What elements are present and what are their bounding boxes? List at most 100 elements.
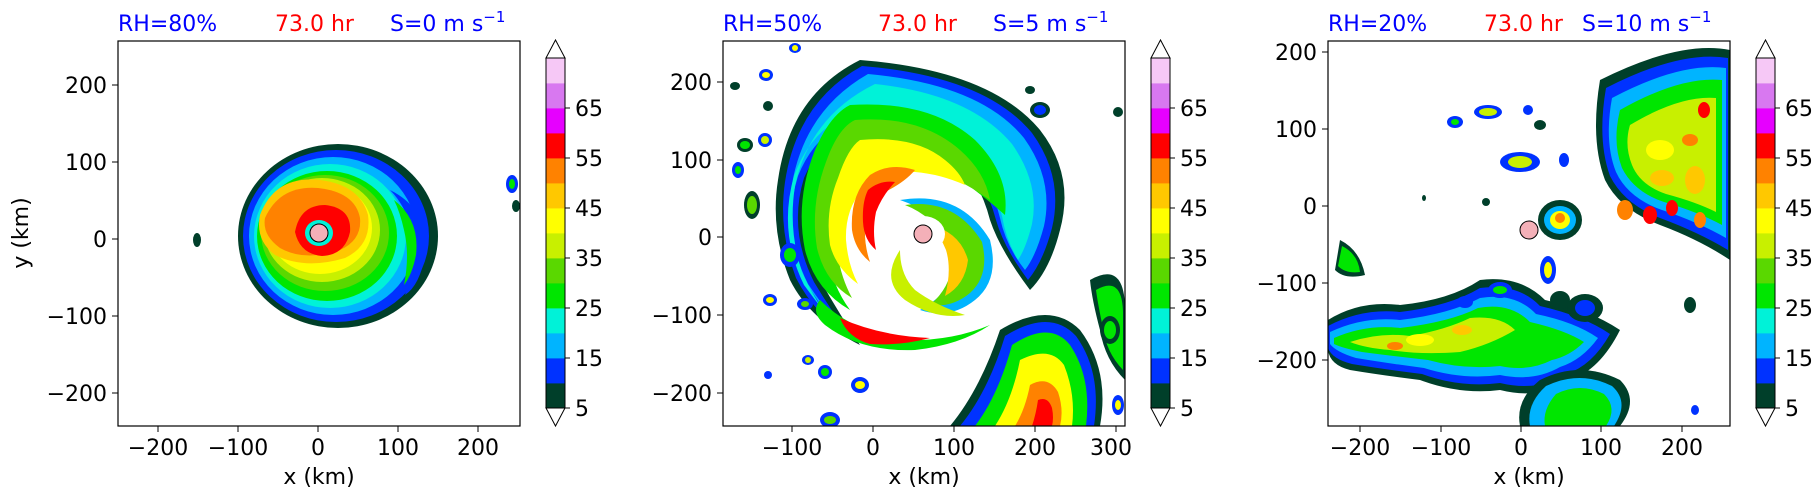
colorbar-tick-label: 15: [575, 347, 603, 372]
colorbar-segment: [1151, 383, 1170, 409]
y-tick-label: 200: [670, 71, 712, 96]
colorbar-segment: [546, 58, 565, 84]
title-rh: RH=80%: [118, 12, 217, 37]
colorbar-tick-label: 15: [1785, 347, 1813, 372]
colorbar-tick-label: 45: [1785, 197, 1813, 222]
x-tick-label: −100: [1411, 436, 1471, 461]
colorbar-segment: [1756, 133, 1775, 159]
colorbar-frame: [1150, 57, 1171, 409]
colorbar-segment: [1151, 158, 1170, 184]
colorbar-segment: [1756, 183, 1775, 209]
title-time: 73.0 hr: [878, 12, 958, 37]
colorbar-segment: [546, 83, 565, 109]
colorbar-segment: [1151, 208, 1170, 234]
y-tick-label: −100: [47, 305, 107, 330]
plot-frame: [722, 40, 1126, 427]
colorbar-tick-label: 25: [575, 297, 603, 322]
colorbar-tick-label: 55: [1180, 147, 1208, 172]
colorbar-tick-label: 35: [575, 247, 603, 272]
colorbar-segment: [1151, 358, 1170, 384]
colorbar: 5 15 25 35 45 55 65: [1150, 38, 1208, 428]
colorbar-segment: [1756, 283, 1775, 309]
y-axis-label: y (km): [9, 197, 34, 268]
colorbar-segment: [546, 383, 565, 409]
colorbar-segment: [1151, 108, 1170, 134]
title-time: 73.0 hr: [1484, 12, 1564, 37]
y-tick-label: 100: [1275, 118, 1317, 143]
colorbar-segment: [1756, 208, 1775, 234]
downshear-convection: [1596, 48, 1730, 260]
colorbar-segment: [1151, 233, 1170, 259]
colorbar-segment: [1756, 333, 1775, 359]
title-shear: S=10 m s−1: [1582, 8, 1711, 37]
colorbar-segment: [1151, 133, 1170, 159]
x-axis-label: x (km): [283, 465, 354, 490]
x-axis-label: x (km): [888, 465, 959, 490]
colorbar-tick-label: 55: [575, 147, 603, 172]
colorbar-extend-max: [1755, 38, 1776, 59]
y-tick-label: 100: [65, 151, 107, 176]
panel-1: RH=80% 73.0 hr S=0 m s−1: [9, 8, 603, 490]
x-tick-label: −200: [1330, 436, 1390, 461]
colorbar-segment: [1151, 58, 1170, 84]
x-tick-label: −100: [208, 436, 268, 461]
colorbar-segment: [546, 208, 565, 234]
x-tick-label: 0: [1514, 436, 1528, 461]
colorbar-segment: [1756, 233, 1775, 259]
colorbar-segment: [546, 308, 565, 334]
colorbar-tick-label: 65: [1180, 97, 1208, 122]
colorbar-segment: [1151, 183, 1170, 209]
outer-echoes: [193, 175, 520, 295]
colorbar-segment: [1756, 258, 1775, 284]
x-tick-label: 200: [457, 436, 499, 461]
colorbar-segment: [1151, 258, 1170, 284]
colorbar-tick-label: 5: [1180, 397, 1194, 422]
y-tick-label: 0: [698, 226, 712, 251]
y-axis: 200 100 0 −100 −200 y (km): [9, 74, 118, 407]
y-tick-label: 100: [670, 149, 712, 174]
x-tick-label: 100: [933, 436, 975, 461]
colorbar-tick-label: 55: [1785, 147, 1813, 172]
x-tick-label: 100: [377, 436, 419, 461]
colorbar-tick-label: 5: [1785, 397, 1799, 422]
colorbar-tick-label: 45: [1180, 197, 1208, 222]
colorbar-segment: [546, 258, 565, 284]
colorbar-segment: [546, 158, 565, 184]
x-tick-label: −200: [128, 436, 188, 461]
storm-reflectivity: [775, 60, 1125, 426]
y-tick-label: 200: [1275, 41, 1317, 66]
colorbar-segment: [1756, 383, 1775, 409]
colorbar-segment: [1151, 83, 1170, 109]
title-shear-text: S=5 m s: [993, 12, 1086, 37]
colorbar-segment: [1151, 308, 1170, 334]
colorbar-segment: [1151, 333, 1170, 359]
colorbar-segment: [546, 358, 565, 384]
scattered-cells: [1422, 105, 1699, 415]
colorbar-frame: [545, 57, 566, 409]
colorbar-tick-label: 35: [1785, 247, 1813, 272]
colorbar-segment: [1151, 283, 1170, 309]
colorbar-extend-min: [1150, 407, 1171, 428]
field-plot: [1328, 48, 1730, 426]
title-rh: RH=50%: [723, 12, 822, 37]
field-plot: [193, 144, 520, 328]
storm-center-marker: [309, 223, 329, 243]
y-tick-label: 0: [93, 228, 107, 253]
x-axis: −200 −100 0 100 200 x (km): [1330, 426, 1703, 490]
y-tick-label: 200: [65, 74, 107, 99]
x-tick-label: −100: [762, 436, 822, 461]
colorbar-tick-label: 15: [1180, 347, 1208, 372]
y-tick-label: −100: [652, 304, 712, 329]
scattered-cells: [730, 43, 1124, 426]
y-axis: 200 100 0 −100 −200: [652, 71, 723, 407]
colorbar-extend-min: [1755, 407, 1776, 428]
colorbar-tick-label: 65: [575, 97, 603, 122]
colorbar-tick-label: 25: [1785, 297, 1813, 322]
storm-center-marker: [913, 224, 933, 244]
colorbar-extend-min: [545, 407, 566, 428]
colorbar-segment: [1756, 108, 1775, 134]
colorbar-segment: [1756, 308, 1775, 334]
title-shear-exponent: −1: [1086, 8, 1108, 26]
x-tick-label: 200: [1661, 436, 1703, 461]
y-tick-label: −200: [652, 382, 712, 407]
